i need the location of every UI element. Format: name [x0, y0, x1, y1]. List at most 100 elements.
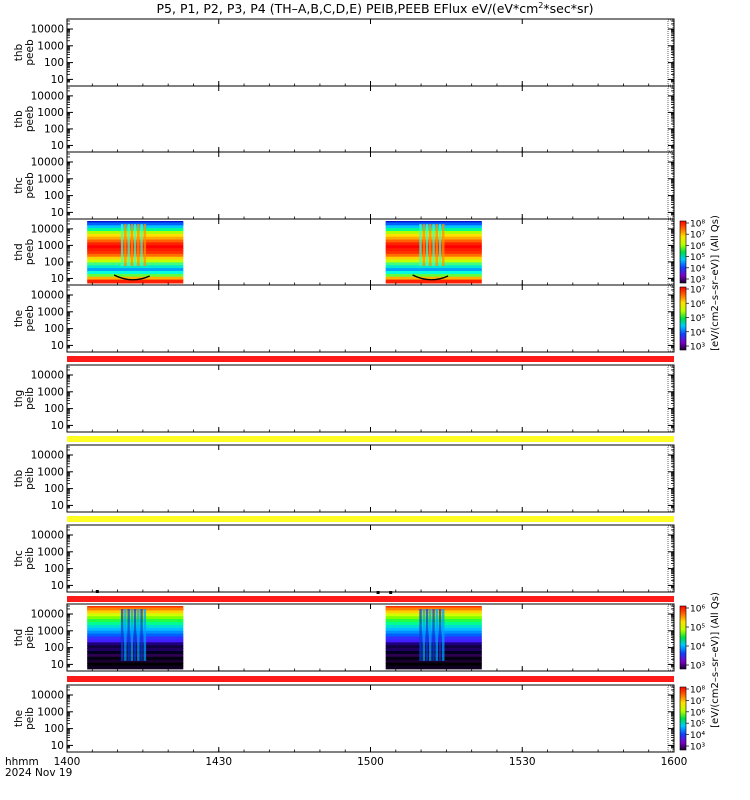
heatmap-streak [442, 609, 445, 661]
y-axis-label-probe: the [13, 710, 25, 727]
colorbar-tick-label: 10⁷ [690, 286, 705, 296]
y-tick-label: 10 [51, 740, 64, 752]
heatmap-streak [422, 224, 426, 266]
colorbar-gradient [679, 220, 687, 284]
heatmap-streak [438, 609, 442, 661]
status-bars [67, 356, 674, 682]
colorbar-tick-label: 10⁶ [690, 242, 705, 252]
y-tick-label: 100 [44, 563, 64, 575]
colorbar-tick-label: 10⁷ [690, 231, 705, 241]
y-tick-label: 1000 [37, 306, 64, 318]
panel-edge-strip [667, 604, 674, 671]
x-tick-label: 1400 [54, 756, 81, 768]
y-axis-label-product: peeb [24, 172, 36, 199]
heatmap-cell [87, 265, 184, 270]
colorbar-tick-label: 10³ [690, 343, 705, 353]
colorbar-gradient [679, 286, 687, 351]
y-tick-label: 10 [51, 420, 64, 432]
heatmap-streak [133, 609, 137, 661]
y-tick-label: 10 [51, 273, 64, 285]
y-tick-label: 10000 [31, 609, 64, 621]
y-tick-label: 1000 [37, 240, 64, 252]
heatmap-cell [385, 659, 482, 664]
y-axis-label-probe: thg [13, 390, 25, 407]
colorbar-tick-label: 10⁵ [690, 624, 705, 634]
panel-2: 10 100 1000 10000 thc peeb [13, 151, 675, 220]
status-bar-yellow [67, 436, 674, 442]
heatmap-streak [130, 224, 134, 266]
y-tick-label: 100 [44, 483, 64, 495]
panel-9: 10 100 1000 10000 the peib [13, 684, 675, 753]
heatmap-streak [137, 609, 140, 661]
panel-3: 10 100 1000 10000 thd peeb [13, 218, 675, 286]
heatmap-streak [140, 224, 143, 266]
x-tick-label: 1430 [205, 756, 232, 768]
y-axis-label-product: peeb [24, 239, 36, 266]
heatmap-streak [140, 609, 143, 661]
flag-marker [376, 591, 380, 594]
y-axis-label-product: peib [24, 387, 36, 410]
colorbar-tick-label: 10⁴ [690, 731, 705, 741]
spacecraft-potential-trace [113, 274, 150, 281]
colorbar-tick-label: 10⁵ [690, 720, 705, 730]
y-axis-label-probe: thc [13, 550, 25, 567]
panel-frame [66, 444, 675, 513]
heatmap-streak [419, 224, 422, 266]
heatmap-cell [385, 276, 482, 281]
y-axis-label-probe: thd [13, 243, 25, 260]
y-axis-label-product: peib [24, 626, 36, 649]
panel-0: 10 100 1000 10000 thb peeb [13, 18, 675, 87]
x-tick-label: 1500 [357, 756, 384, 768]
y-tick-label: 1000 [37, 173, 64, 185]
spacecraft-potential-trace [412, 274, 449, 281]
panel-8: 10 100 1000 10000 thd peib [13, 603, 675, 672]
heatmap-streak [435, 609, 438, 661]
y-tick-label: 10 [51, 340, 64, 352]
y-tick-label: 1000 [37, 107, 64, 119]
y-tick-label: 10 [51, 207, 64, 219]
heatmap-streak [429, 609, 432, 661]
colorbar-tick-label: 10³ [690, 662, 705, 672]
panel-4: 10 100 1000 10000 the peeb [13, 284, 675, 353]
colorbar-2: 10⁶ 10⁵ 10⁴ 10³ [679, 605, 705, 672]
heatmap-cell [87, 662, 184, 667]
status-bar-red [67, 356, 674, 362]
heatmap-streak [130, 609, 134, 661]
heatmap-cell [385, 273, 482, 278]
figure-title: P5, P1, P2, P3, P4 (TH–A,B,C,D,E) PEIB,P… [157, 1, 594, 16]
panel-5: 10 100 1000 10000 thg peib [13, 364, 675, 433]
heatmap-streak [120, 609, 124, 661]
y-tick-label: 100 [44, 723, 64, 735]
panel-7: 10 100 1000 10000 thc peib [13, 524, 675, 593]
heatmap-streak [442, 224, 445, 266]
heatmap-streak [425, 224, 429, 266]
colorbar-tick-label: 10⁸ [690, 686, 705, 696]
y-tick-label: 10000 [31, 290, 64, 302]
heatmap-cell [87, 271, 184, 275]
colorbar-tick-label: 10⁵ [690, 253, 705, 263]
colorbar-tick-label: 10⁴ [690, 328, 705, 338]
heatmap-streak [422, 609, 426, 661]
y-tick-label: 100 [44, 403, 64, 415]
y-tick-label: 10000 [31, 24, 64, 36]
time-axis-date-label: 2024 Nov 19 [5, 767, 72, 779]
y-axis-label-probe: the [13, 310, 25, 327]
heatmap-cell [385, 265, 482, 270]
panel-1: 10 100 1000 10000 thb peeb [13, 85, 675, 153]
colorbar-title-upper: [eV/(cm2–s–sr–eV)] (All Qs) [710, 215, 721, 351]
heatmap-streak [432, 224, 435, 266]
panel-frame [66, 284, 675, 353]
colorbar-gradient [679, 686, 687, 751]
panel-frame [66, 364, 675, 433]
heatmap-streak [425, 609, 429, 661]
y-axis-label-probe: thb [13, 43, 25, 61]
heatmap-cell [385, 271, 482, 275]
y-tick-label: 10000 [31, 157, 64, 169]
y-tick-label: 10000 [31, 450, 64, 462]
panel-frame [66, 18, 675, 87]
y-tick-label: 1000 [37, 546, 64, 558]
heatmap-streak [438, 224, 442, 266]
panel-6: 10 100 1000 10000 thb peib [13, 444, 675, 513]
